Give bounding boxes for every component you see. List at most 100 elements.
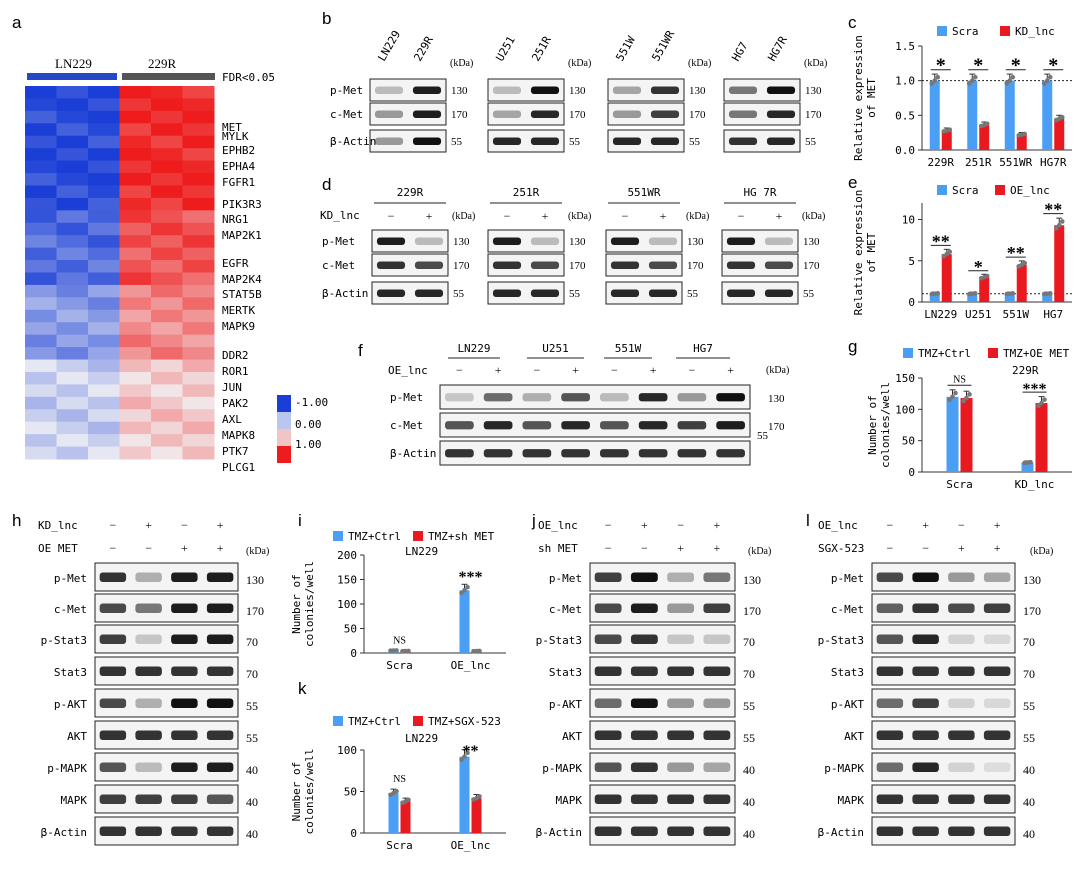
heatmap-cell — [182, 135, 215, 149]
blot-band — [206, 603, 234, 614]
heatmap-cell — [56, 260, 89, 273]
blot-band — [703, 794, 731, 805]
mw-marker: 40 — [246, 795, 258, 809]
blot-membrane-b — [369, 102, 447, 126]
blot-band — [522, 449, 552, 458]
heatmap-cell — [119, 123, 152, 137]
x-tick-label: 551WR — [999, 156, 1032, 169]
blot-band — [728, 137, 758, 145]
y-tick-label: 200 — [337, 549, 357, 562]
blot-band — [630, 826, 658, 837]
mw-marker: 70 — [743, 667, 755, 681]
significance-label: * — [974, 257, 983, 277]
heatmap-cell — [88, 173, 120, 186]
blot-band — [983, 762, 1011, 773]
group-label: HG7 — [693, 342, 713, 355]
y-axis-label: Relative expression — [852, 190, 865, 316]
heatmap-cell — [151, 247, 183, 261]
blot-band — [948, 698, 975, 709]
legend-swatch-highmid — [277, 429, 291, 446]
row-label: AKT — [562, 730, 582, 743]
chart-subtitle: LN229 — [405, 545, 438, 558]
panel-letter-i: i — [298, 511, 302, 530]
mw-marker: 55 — [246, 731, 258, 745]
minus-sign: − — [533, 363, 540, 377]
x-tick-label: 551W — [1003, 308, 1030, 321]
heatmap-cell — [56, 347, 89, 361]
row-label: Stat3 — [549, 666, 582, 679]
x-tick-label: 229R — [928, 156, 955, 169]
blot-band — [876, 730, 904, 741]
heatmap-cell — [182, 297, 215, 311]
blot-band — [445, 393, 474, 402]
blot-band — [171, 730, 198, 741]
heatmap-cell — [25, 297, 57, 311]
x-tick-label: LN229 — [924, 308, 957, 321]
blot-band — [374, 110, 404, 118]
heatmap-cell — [56, 247, 89, 261]
heatmap-cell — [25, 222, 57, 236]
blot-band — [667, 826, 695, 837]
heatmap-cell — [88, 210, 120, 224]
heatmap-cell — [119, 384, 152, 398]
heatmap-cell — [56, 222, 89, 236]
heatmap-cell — [88, 409, 120, 423]
treatment-label: OE_lnc — [818, 519, 858, 532]
western-blot-l: OE_lnc − + − + SGX-523 − − + + (kDa) 130 p-Met 170 c-M… — [818, 518, 1053, 846]
bar — [941, 254, 952, 302]
heatmap-cell — [25, 322, 57, 336]
mw-marker: 40 — [1023, 827, 1035, 841]
gene-label: PAK2 — [222, 397, 249, 410]
blot-band — [630, 730, 658, 741]
blot-band — [600, 393, 629, 402]
y-axis-label: colonies/well — [303, 561, 316, 647]
heatmap-cell — [182, 235, 215, 249]
blot-band — [492, 110, 522, 118]
mw-marker: 170 — [246, 604, 264, 618]
heatmap-cell — [182, 160, 215, 174]
heatmap-cell — [119, 334, 152, 348]
mw-marker: 40 — [743, 763, 755, 777]
heatmap-cell — [119, 359, 152, 373]
blot-band — [876, 762, 904, 773]
mw-marker: 130 — [569, 236, 586, 248]
blot-membrane-d — [721, 229, 799, 253]
mw-marker: 170 — [453, 260, 470, 272]
heatmap-cell — [119, 260, 152, 273]
data-point — [984, 121, 990, 127]
heatmap-cell — [119, 347, 152, 361]
data-point — [1041, 81, 1047, 86]
lane-label: U251 — [493, 34, 518, 63]
x-tick-label: Scra — [386, 839, 413, 852]
blot-band — [703, 698, 731, 709]
mw-marker: 55 — [569, 136, 581, 148]
western-blot-b: LN229 229R 130 170 55 (kDa) U251 251R 130 170 55 (k… — [330, 28, 827, 153]
heatmap-cell — [25, 309, 57, 323]
blot-band — [99, 794, 127, 805]
heatmap-cell — [182, 260, 215, 273]
blot-band — [600, 449, 629, 458]
kda-label: (kDa) — [452, 211, 475, 222]
mw-marker: 130 — [743, 573, 761, 587]
panel-letter-l: l — [806, 511, 810, 530]
blot-band — [766, 86, 796, 94]
row-label: p-Stat3 — [536, 634, 582, 647]
blot-band — [703, 826, 731, 837]
mw-marker: 55 — [757, 430, 769, 442]
blot-band — [206, 572, 234, 583]
lane-label: 551WR — [649, 28, 677, 64]
blot-band — [703, 603, 731, 614]
bar — [1016, 134, 1027, 150]
heatmap-cell — [151, 135, 183, 149]
heatmap-cell — [25, 371, 57, 385]
blot-band — [703, 572, 731, 583]
y-axis-label: of MET — [865, 232, 878, 272]
western-blot-f: LN229 U251 551W HG7 OE_lnc − + − + − + − + (kDa) 130 p-… — [388, 342, 789, 466]
blot-membrane-d — [487, 281, 565, 305]
heatmap-cell — [88, 160, 120, 174]
data-point — [932, 78, 938, 83]
row-label: p-Met — [390, 391, 423, 404]
legend-swatch — [333, 531, 343, 541]
data-point — [462, 587, 467, 593]
row-label: c-Met — [390, 419, 423, 432]
